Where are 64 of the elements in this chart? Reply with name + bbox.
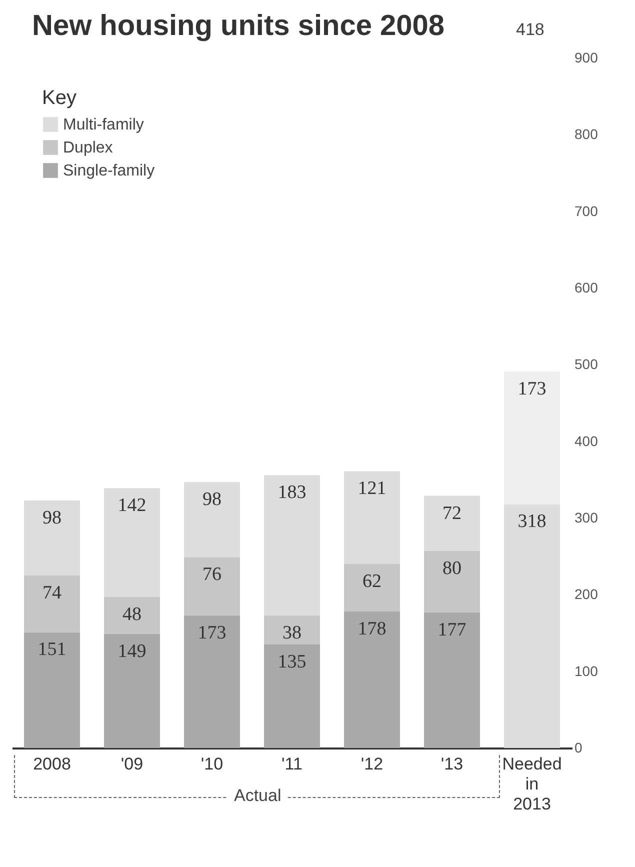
data-label: 38 [282, 622, 302, 644]
data-label: 178 [358, 618, 386, 640]
bar [264, 644, 320, 748]
bar [424, 612, 480, 748]
data-label: 48 [122, 604, 142, 625]
data-label: 121 [358, 478, 386, 500]
x-tick-label: Needed in 2013 [502, 754, 562, 814]
y-tick-label: 300 [574, 510, 598, 526]
bar [24, 632, 80, 748]
y-tick-label: 0 [574, 740, 582, 756]
bar [344, 564, 400, 612]
data-label: 173 [198, 622, 226, 644]
y-tick-label: 200 [574, 586, 598, 602]
data-label: 80 [442, 558, 462, 579]
legend-label: Single-family [63, 162, 155, 180]
text: 418 [516, 20, 544, 40]
bar [264, 475, 320, 616]
bar [344, 471, 400, 564]
legend-label: Duplex [63, 140, 113, 156]
bar [184, 482, 240, 558]
bar [504, 372, 560, 504]
data-label: 318 [518, 511, 546, 532]
data-label: 142 [118, 495, 146, 516]
data-label: 74 [42, 582, 62, 604]
x-tick-label: 2008 [33, 754, 71, 774]
bar [104, 488, 160, 597]
bar [184, 557, 240, 616]
y-tick-label: 100 [574, 662, 598, 679]
y-tick-label: 900 [574, 50, 598, 66]
data-label: 173 [518, 378, 546, 400]
data-label: 183 [278, 482, 306, 504]
y-tick-label: 600 [574, 280, 598, 296]
bar [504, 504, 560, 748]
x-tick-label: '11 [282, 754, 302, 774]
y-tick-label: 400 [574, 432, 598, 449]
data-label: 151 [38, 639, 66, 660]
data-label: 149 [118, 640, 146, 662]
legend-title: Key [42, 87, 76, 109]
y-tick-label: 500 [574, 356, 598, 372]
text: Actual [228, 786, 288, 806]
bar [184, 615, 240, 748]
bar [344, 612, 400, 748]
chart-title: New housing units since 2008 [32, 10, 445, 42]
x-tick-label: '13 [440, 754, 464, 774]
bar [24, 500, 80, 576]
y-tick-label: 800 [574, 126, 598, 142]
bar [104, 596, 160, 634]
bar [104, 634, 160, 748]
data-label: 62 [362, 571, 382, 592]
x-tick-label: '10 [200, 754, 224, 774]
data-label: 135 [278, 652, 306, 672]
y-tick-label: 700 [574, 202, 598, 219]
data-label: 72 [442, 502, 462, 524]
bar [264, 615, 320, 644]
data-label: 76 [202, 564, 222, 586]
bar [424, 496, 480, 551]
data-label: 98 [202, 488, 222, 510]
data-label: 177 [438, 619, 466, 640]
x-tick-label: '09 [120, 754, 144, 774]
bar [24, 576, 80, 632]
legend-label: Multi-family [63, 116, 144, 134]
x-tick-label: '12 [360, 754, 384, 774]
data-label: 98 [42, 507, 62, 528]
bar [424, 550, 480, 612]
